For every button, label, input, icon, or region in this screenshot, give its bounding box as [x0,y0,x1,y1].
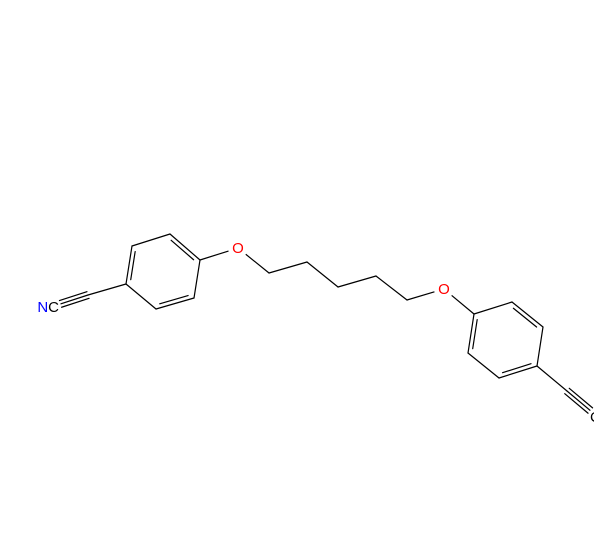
atom-label: CN [590,409,594,426]
atom-label: O [438,281,450,298]
atom-label: NC [37,299,59,316]
molecule-canvas: NC O O CN [0,0,594,556]
atom-label: O [232,240,244,257]
